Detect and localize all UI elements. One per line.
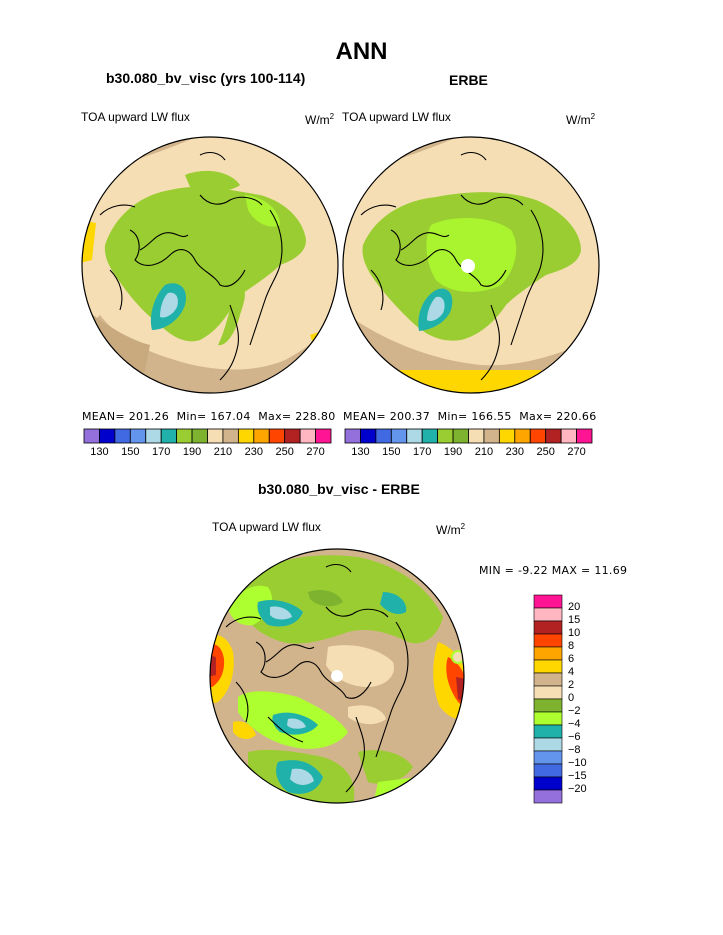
colorbar-tick-label: 210 — [474, 446, 494, 458]
colorbar-tick-label: 15 — [568, 614, 581, 626]
panel2-case-title: ERBE — [449, 72, 488, 88]
colorbar-tick-label: 4 — [568, 666, 575, 678]
colorbar-tick-label: 130 — [351, 446, 370, 458]
colorbar-swatch — [437, 428, 454, 444]
colorbar-swatch — [176, 428, 193, 444]
colorbar-tick-label: 2 — [568, 679, 575, 691]
colorbar-tick-label: 130 — [90, 446, 109, 458]
colorbar-tick-label: 20 — [568, 601, 581, 613]
colorbar-swatch — [284, 428, 301, 444]
colorbar-swatch — [533, 594, 563, 609]
colorbar-tick-label: 250 — [275, 446, 294, 458]
difference-min-max: MIN = -9.22 MAX = 11.69 — [479, 564, 628, 577]
colorbar-swatch — [99, 428, 116, 444]
colorbar-swatch — [483, 428, 500, 444]
colorbar-swatch — [533, 672, 563, 687]
main-title: ANN — [335, 38, 388, 65]
colorbar-swatch — [406, 428, 423, 444]
colorbar-swatch — [160, 428, 178, 444]
colorbar-tick-label: 6 — [568, 653, 575, 665]
colorbar-swatch — [533, 789, 563, 804]
colorbar-swatch — [390, 428, 408, 444]
colorbar-swatch — [533, 646, 563, 661]
colorbar-swatch — [360, 428, 377, 444]
difference-title: b30.080_bv_visc - ERBE — [258, 481, 420, 497]
colorbar-tick-label: −10 — [568, 757, 587, 769]
colorbar-tick-label: 190 — [443, 446, 463, 458]
colorbar-tick-label: 210 — [213, 446, 233, 458]
colorbar-tick-label: 190 — [182, 446, 202, 458]
panel1-stats: MEAN= 201.26 Min= 167.04 Max= 228.80 — [82, 410, 336, 423]
colorbar-swatch — [129, 428, 147, 444]
colorbar-swatch — [145, 428, 162, 444]
colorbar-swatch — [253, 428, 270, 444]
colorbar-swatch — [533, 698, 563, 713]
colorbar-tick-label: 150 — [121, 446, 140, 458]
colorbar-tick-label: −15 — [568, 770, 587, 782]
colorbar-swatch — [83, 428, 100, 444]
colorbar-swatch — [545, 428, 562, 444]
colorbar-swatch — [533, 737, 563, 752]
colorbar-tick-label: 8 — [568, 640, 575, 652]
colorbar-swatch — [207, 428, 224, 444]
colorbar-swatch — [375, 428, 392, 444]
panel1-units: W/m2 — [305, 112, 335, 127]
colorbar-swatch — [237, 428, 255, 444]
panel2-variable-label: TOA upward LW flux — [342, 110, 451, 124]
colorbar-swatch — [498, 428, 516, 444]
panel1-case-title: b30.080_bv_visc (yrs 100-114) — [106, 70, 306, 86]
colorbar-swatch — [560, 428, 577, 444]
colorbar-swatch — [299, 428, 316, 444]
panel2-colorbar — [344, 428, 593, 444]
difference-variable-label: TOA upward LW flux — [212, 520, 321, 534]
colorbar-tick-label: 10 — [568, 627, 581, 639]
colorbar-tick-label: −6 — [568, 731, 581, 743]
colorbar-swatch — [533, 776, 563, 791]
colorbar-swatch — [529, 428, 547, 444]
colorbar-tick-label: 0 — [568, 692, 575, 704]
colorbar-swatch — [268, 428, 286, 444]
colorbar-tick-label: 270 — [306, 446, 325, 458]
panel2-polar-map — [342, 136, 600, 394]
colorbar-swatch — [514, 428, 531, 444]
colorbar-swatch — [533, 763, 563, 778]
panel2-stats: MEAN= 200.37 Min= 166.55 Max= 220.66 — [343, 410, 597, 423]
colorbar-tick-label: 170 — [152, 446, 171, 458]
colorbar-tick-label: −2 — [568, 705, 581, 717]
colorbar-tick-label: 270 — [567, 446, 586, 458]
colorbar-tick-label: −20 — [568, 783, 587, 795]
colorbar-swatch — [344, 428, 361, 444]
colorbar-swatch — [533, 633, 563, 648]
panel2-units: W/m2 — [566, 112, 596, 127]
panel1-polar-map — [81, 136, 339, 394]
difference-polar-map — [209, 548, 465, 804]
colorbar-tick-label: 170 — [413, 446, 432, 458]
colorbar-tick-label: −4 — [568, 718, 581, 730]
colorbar-swatch — [533, 620, 563, 635]
difference-colorbar — [533, 594, 563, 804]
colorbar-swatch — [191, 428, 208, 444]
difference-units: W/m2 — [436, 522, 466, 537]
colorbar-swatch — [533, 724, 563, 739]
colorbar-tick-label: −8 — [568, 744, 581, 756]
panel1-colorbar — [83, 428, 332, 444]
colorbar-swatch — [222, 428, 239, 444]
colorbar-swatch — [533, 711, 563, 726]
colorbar-swatch — [452, 428, 469, 444]
panel1-variable-label: TOA upward LW flux — [81, 110, 190, 124]
colorbar-swatch — [576, 428, 593, 444]
colorbar-tick-label: 150 — [382, 446, 401, 458]
colorbar-swatch — [315, 428, 332, 444]
colorbar-swatch — [468, 428, 485, 444]
colorbar-tick-label: 250 — [536, 446, 555, 458]
colorbar-swatch — [533, 607, 563, 622]
colorbar-swatch — [421, 428, 439, 444]
colorbar-swatch — [533, 659, 563, 674]
colorbar-swatch — [114, 428, 131, 444]
colorbar-tick-label: 230 — [505, 446, 524, 458]
colorbar-swatch — [533, 750, 563, 765]
colorbar-tick-label: 230 — [244, 446, 263, 458]
colorbar-swatch — [533, 685, 563, 700]
